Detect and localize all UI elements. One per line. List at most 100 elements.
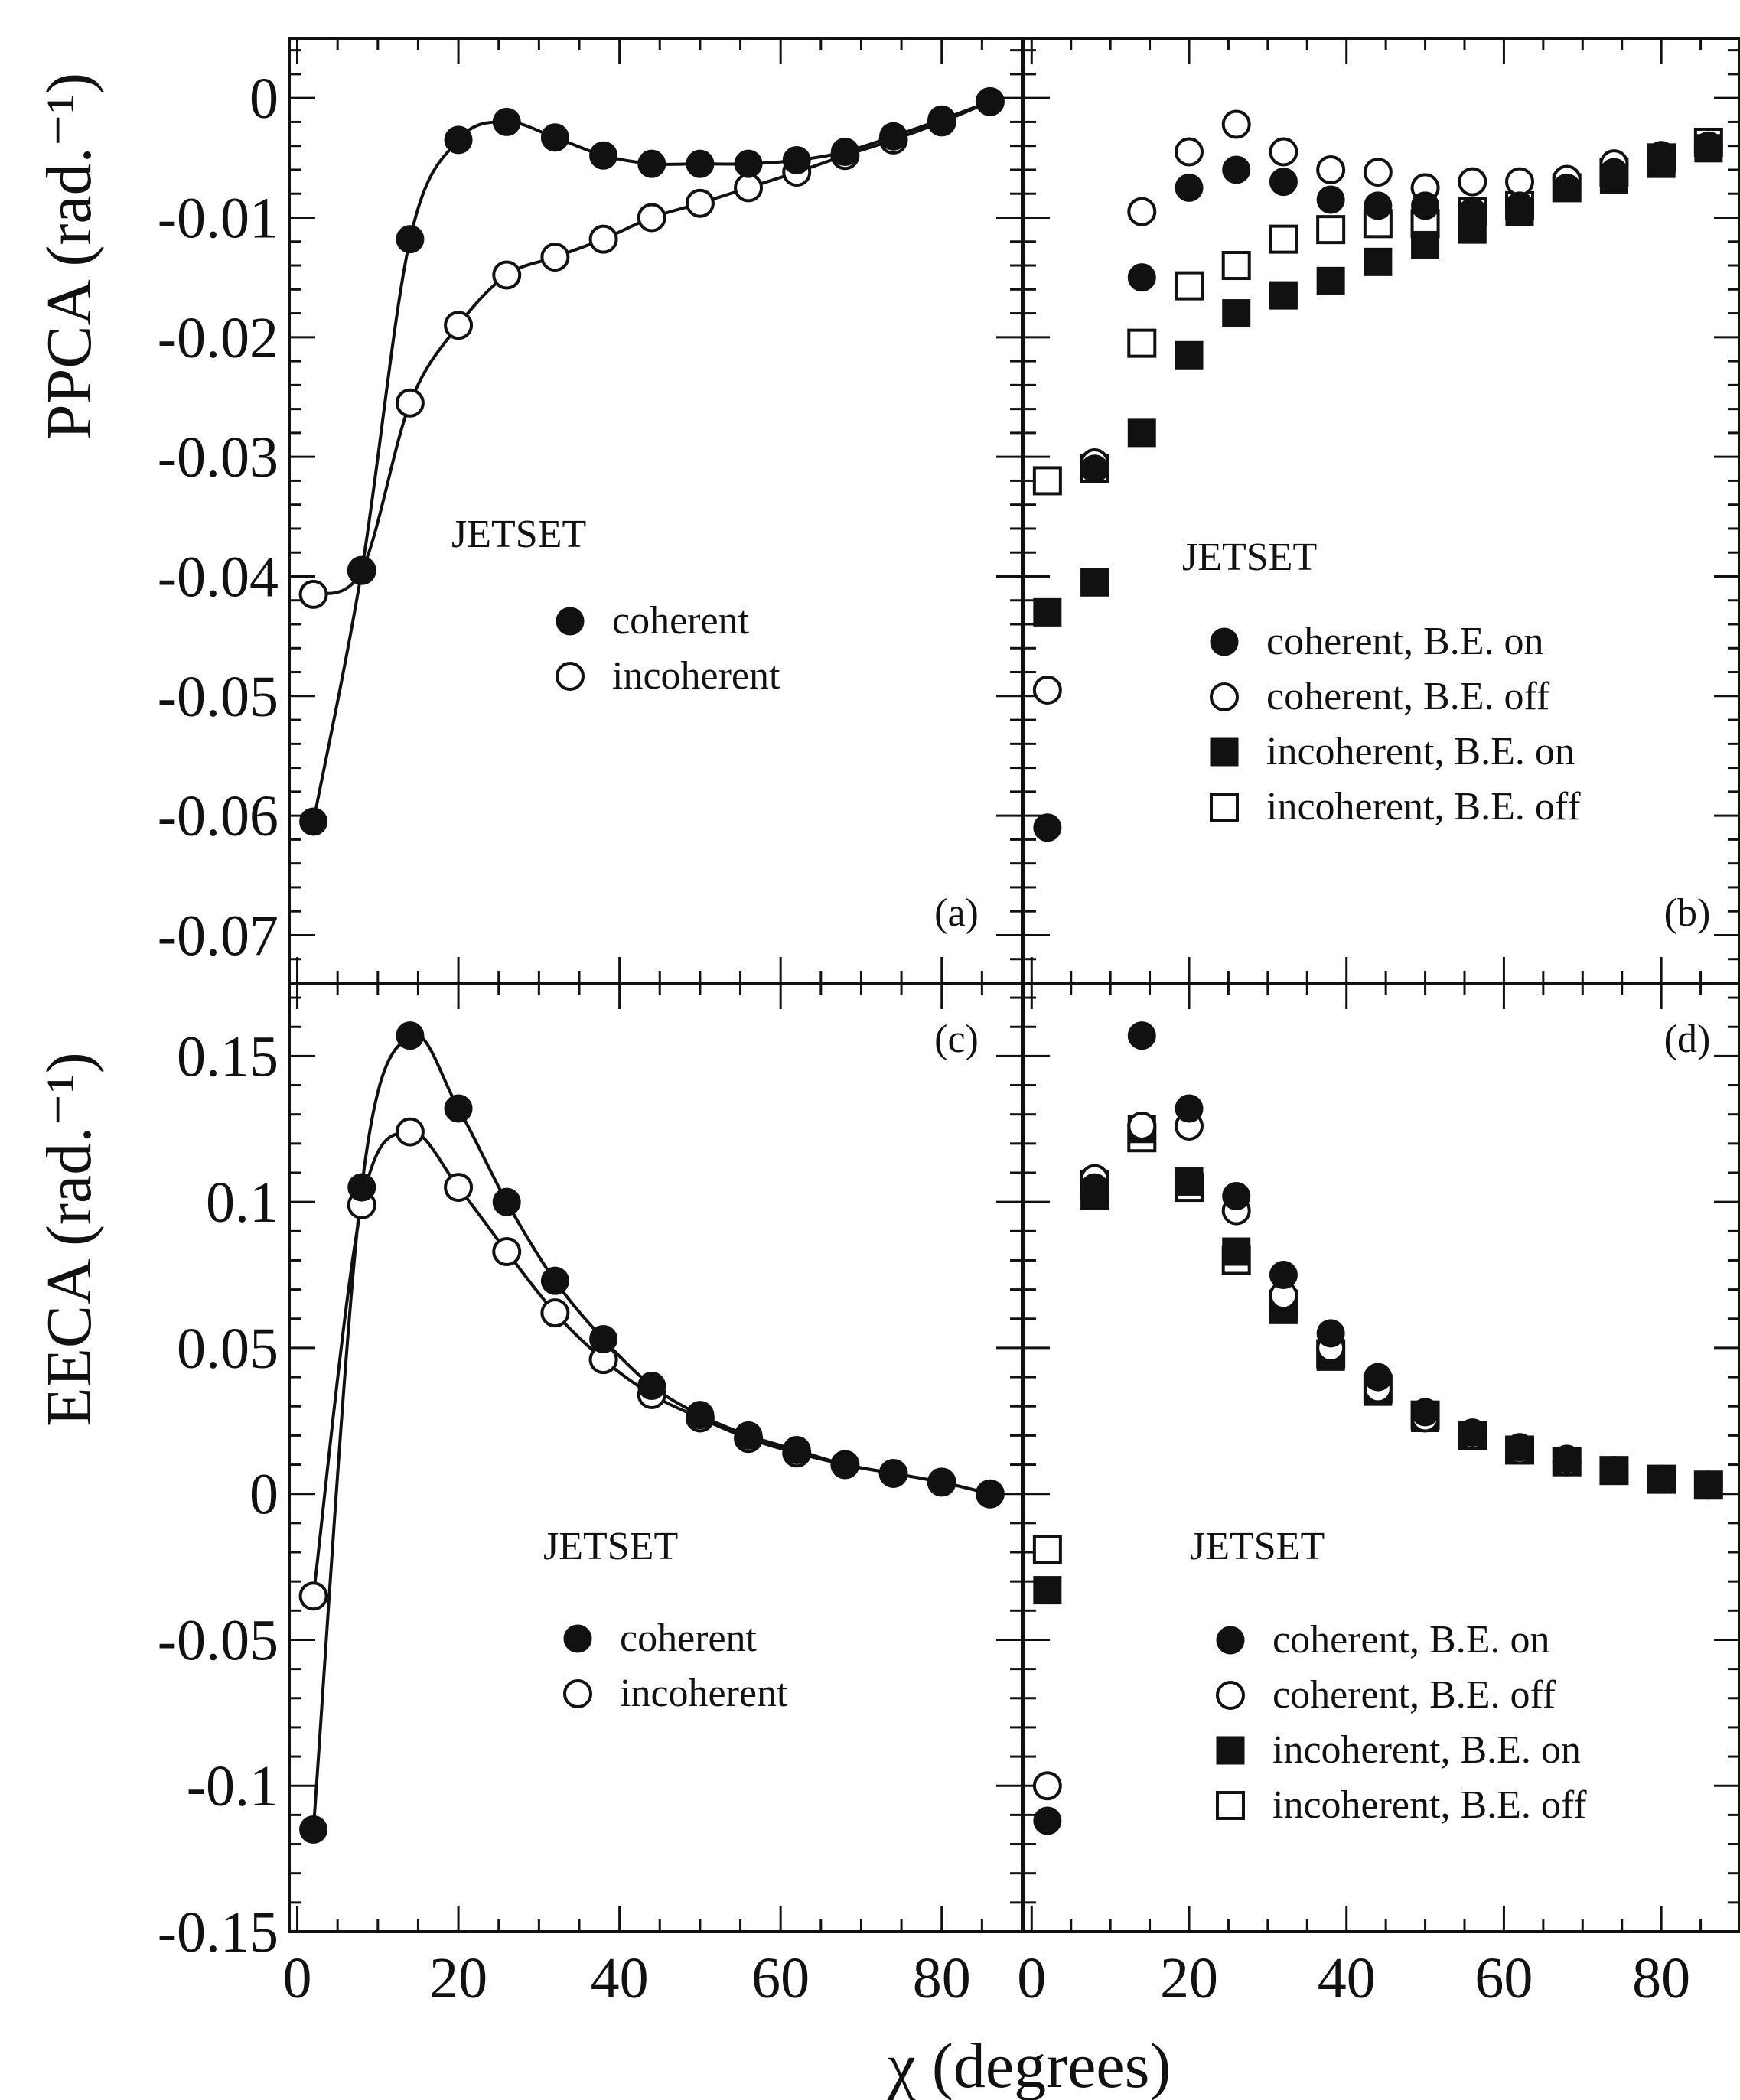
data-point <box>299 807 328 836</box>
y-tick-label: 0 <box>249 67 279 131</box>
y-tick-label: 0.15 <box>177 1024 279 1089</box>
data-point <box>879 122 908 151</box>
data-point <box>1033 597 1062 627</box>
data-point <box>1127 328 1157 358</box>
data-point <box>1316 215 1346 245</box>
data-point <box>1364 1363 1393 1392</box>
data-point <box>1033 1806 1062 1835</box>
x-tick-label: 0 <box>283 1946 312 2010</box>
plot-area-d <box>1032 1021 1723 1835</box>
data-point <box>1127 197 1157 226</box>
annotation-jetset: JETSET <box>451 513 586 556</box>
data-point <box>1222 155 1251 184</box>
data-point <box>782 145 811 174</box>
data-point <box>298 579 328 609</box>
data-point <box>1032 1535 1062 1564</box>
y-tick-label: -0.1 <box>187 1754 279 1818</box>
y-tick-label: -0.05 <box>158 1608 279 1672</box>
data-point <box>589 141 618 170</box>
data-point <box>540 123 569 152</box>
legend-marker <box>1210 682 1239 711</box>
data-point <box>1647 1465 1676 1494</box>
y-tick-label: 0 <box>249 1463 279 1527</box>
data-point <box>734 1421 763 1450</box>
panel-label: (a) <box>934 891 979 935</box>
data-point <box>1127 418 1156 448</box>
legend-entry: coherent <box>612 599 750 643</box>
data-point <box>1080 454 1109 483</box>
legend-entry: coherent, B.E. off <box>1272 1673 1556 1717</box>
data-point <box>1411 1398 1440 1427</box>
data-point <box>1694 1470 1723 1499</box>
data-point <box>637 203 666 233</box>
data-point <box>686 1401 715 1430</box>
data-point <box>686 149 715 178</box>
annotation-jetset: JETSET <box>543 1525 678 1568</box>
data-point <box>1411 191 1440 220</box>
data-point <box>1175 173 1204 202</box>
annotation-jetset: JETSET <box>1190 1525 1325 1568</box>
data-point <box>1269 281 1298 310</box>
legend-marker <box>556 662 585 691</box>
y-axis-title-top: PPCA (rad.⁻¹) <box>34 73 105 440</box>
legend-marker <box>1216 1736 1245 1765</box>
x-tick-label: 60 <box>751 1946 810 2010</box>
plot-area-c <box>298 1021 1005 1844</box>
data-point <box>1269 1261 1298 1290</box>
data-point <box>1033 813 1062 842</box>
y-tick-label: -0.04 <box>158 545 279 609</box>
legend-marker <box>563 1624 592 1653</box>
data-point <box>492 1237 522 1267</box>
data-point <box>444 1094 473 1123</box>
data-point <box>1694 132 1723 161</box>
data-point <box>782 1435 811 1464</box>
data-point <box>1033 1576 1062 1605</box>
y-tick-label: -0.07 <box>158 903 279 968</box>
panel-frame-d <box>1022 982 1740 1933</box>
data-point <box>1458 167 1487 197</box>
data-point <box>830 138 859 167</box>
panel-label: (d) <box>1664 1017 1711 1061</box>
data-point <box>1080 568 1109 597</box>
x-tick-label: 0 <box>1017 1946 1046 2010</box>
x-tick-label: 80 <box>913 1946 971 2010</box>
data-point <box>1175 340 1204 370</box>
data-point <box>637 149 666 178</box>
x-tick-label: 20 <box>1160 1946 1218 2010</box>
data-point <box>1222 1237 1251 1266</box>
legend-marker <box>1210 627 1239 656</box>
x-tick-label: 20 <box>429 1946 487 2010</box>
legend-entry: incoherent <box>620 1672 788 1715</box>
data-point <box>1364 191 1393 220</box>
data-point <box>1175 1094 1204 1123</box>
legend-entry: coherent, B.E. on <box>1266 620 1543 663</box>
legend-b: coherent, B.E. on coherent, B.E. off incoh… <box>1210 620 1581 829</box>
legend-marker <box>1216 1681 1245 1710</box>
legend-marker <box>556 607 585 636</box>
data-point <box>734 149 763 178</box>
data-point <box>927 1467 956 1496</box>
data-point <box>1221 251 1251 281</box>
data-point <box>830 1450 859 1480</box>
y-tick-label: -0.03 <box>158 425 279 490</box>
data-point <box>396 225 425 254</box>
data-point <box>589 1324 618 1353</box>
legend-d: coherent, B.E. on coherent, B.E. off incoh… <box>1216 1618 1587 1827</box>
data-point <box>1505 1433 1534 1462</box>
data-point <box>1032 466 1062 496</box>
x-tick-label: 40 <box>1318 1946 1376 2010</box>
legend-entry: incoherent, B.E. on <box>1272 1728 1581 1772</box>
data-point <box>1222 1182 1251 1211</box>
data-point <box>1458 197 1487 226</box>
annotation-jetset: JETSET <box>1182 536 1317 579</box>
x-tick-label: 60 <box>1474 1946 1533 2010</box>
data-point <box>298 1581 328 1611</box>
data-point <box>1127 263 1156 292</box>
data-point <box>1458 1418 1487 1447</box>
legend-a: coherent incoherent <box>556 599 780 698</box>
x-axis-title: χ (degrees) <box>887 2030 1171 2100</box>
y-tick-label: -0.06 <box>158 784 279 848</box>
data-point <box>1221 109 1251 139</box>
data-point <box>685 188 715 218</box>
data-point <box>396 1021 425 1050</box>
